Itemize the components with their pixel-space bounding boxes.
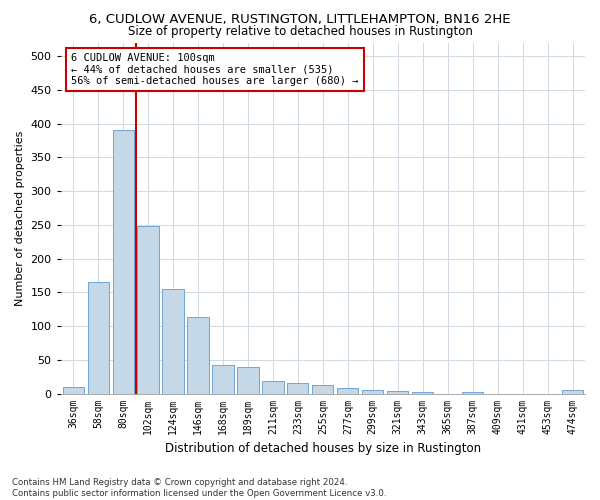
Bar bbox=[62, 387, 84, 394]
Bar bbox=[163, 289, 184, 394]
Bar bbox=[362, 390, 383, 394]
Bar bbox=[88, 282, 109, 394]
Bar bbox=[287, 384, 308, 394]
Bar bbox=[312, 385, 334, 394]
Bar bbox=[562, 390, 583, 394]
Text: 6, CUDLOW AVENUE, RUSTINGTON, LITTLEHAMPTON, BN16 2HE: 6, CUDLOW AVENUE, RUSTINGTON, LITTLEHAMP… bbox=[89, 12, 511, 26]
Bar bbox=[212, 365, 233, 394]
Bar bbox=[337, 388, 358, 394]
Y-axis label: Number of detached properties: Number of detached properties bbox=[15, 130, 25, 306]
Bar bbox=[262, 382, 284, 394]
X-axis label: Distribution of detached houses by size in Rustington: Distribution of detached houses by size … bbox=[165, 442, 481, 455]
Text: Contains HM Land Registry data © Crown copyright and database right 2024.
Contai: Contains HM Land Registry data © Crown c… bbox=[12, 478, 386, 498]
Bar bbox=[462, 392, 483, 394]
Text: 6 CUDLOW AVENUE: 100sqm
← 44% of detached houses are smaller (535)
56% of semi-d: 6 CUDLOW AVENUE: 100sqm ← 44% of detache… bbox=[71, 53, 359, 86]
Bar bbox=[113, 130, 134, 394]
Text: Size of property relative to detached houses in Rustington: Size of property relative to detached ho… bbox=[128, 25, 472, 38]
Bar bbox=[387, 391, 409, 394]
Bar bbox=[137, 226, 159, 394]
Bar bbox=[238, 366, 259, 394]
Bar bbox=[187, 318, 209, 394]
Bar bbox=[412, 392, 433, 394]
